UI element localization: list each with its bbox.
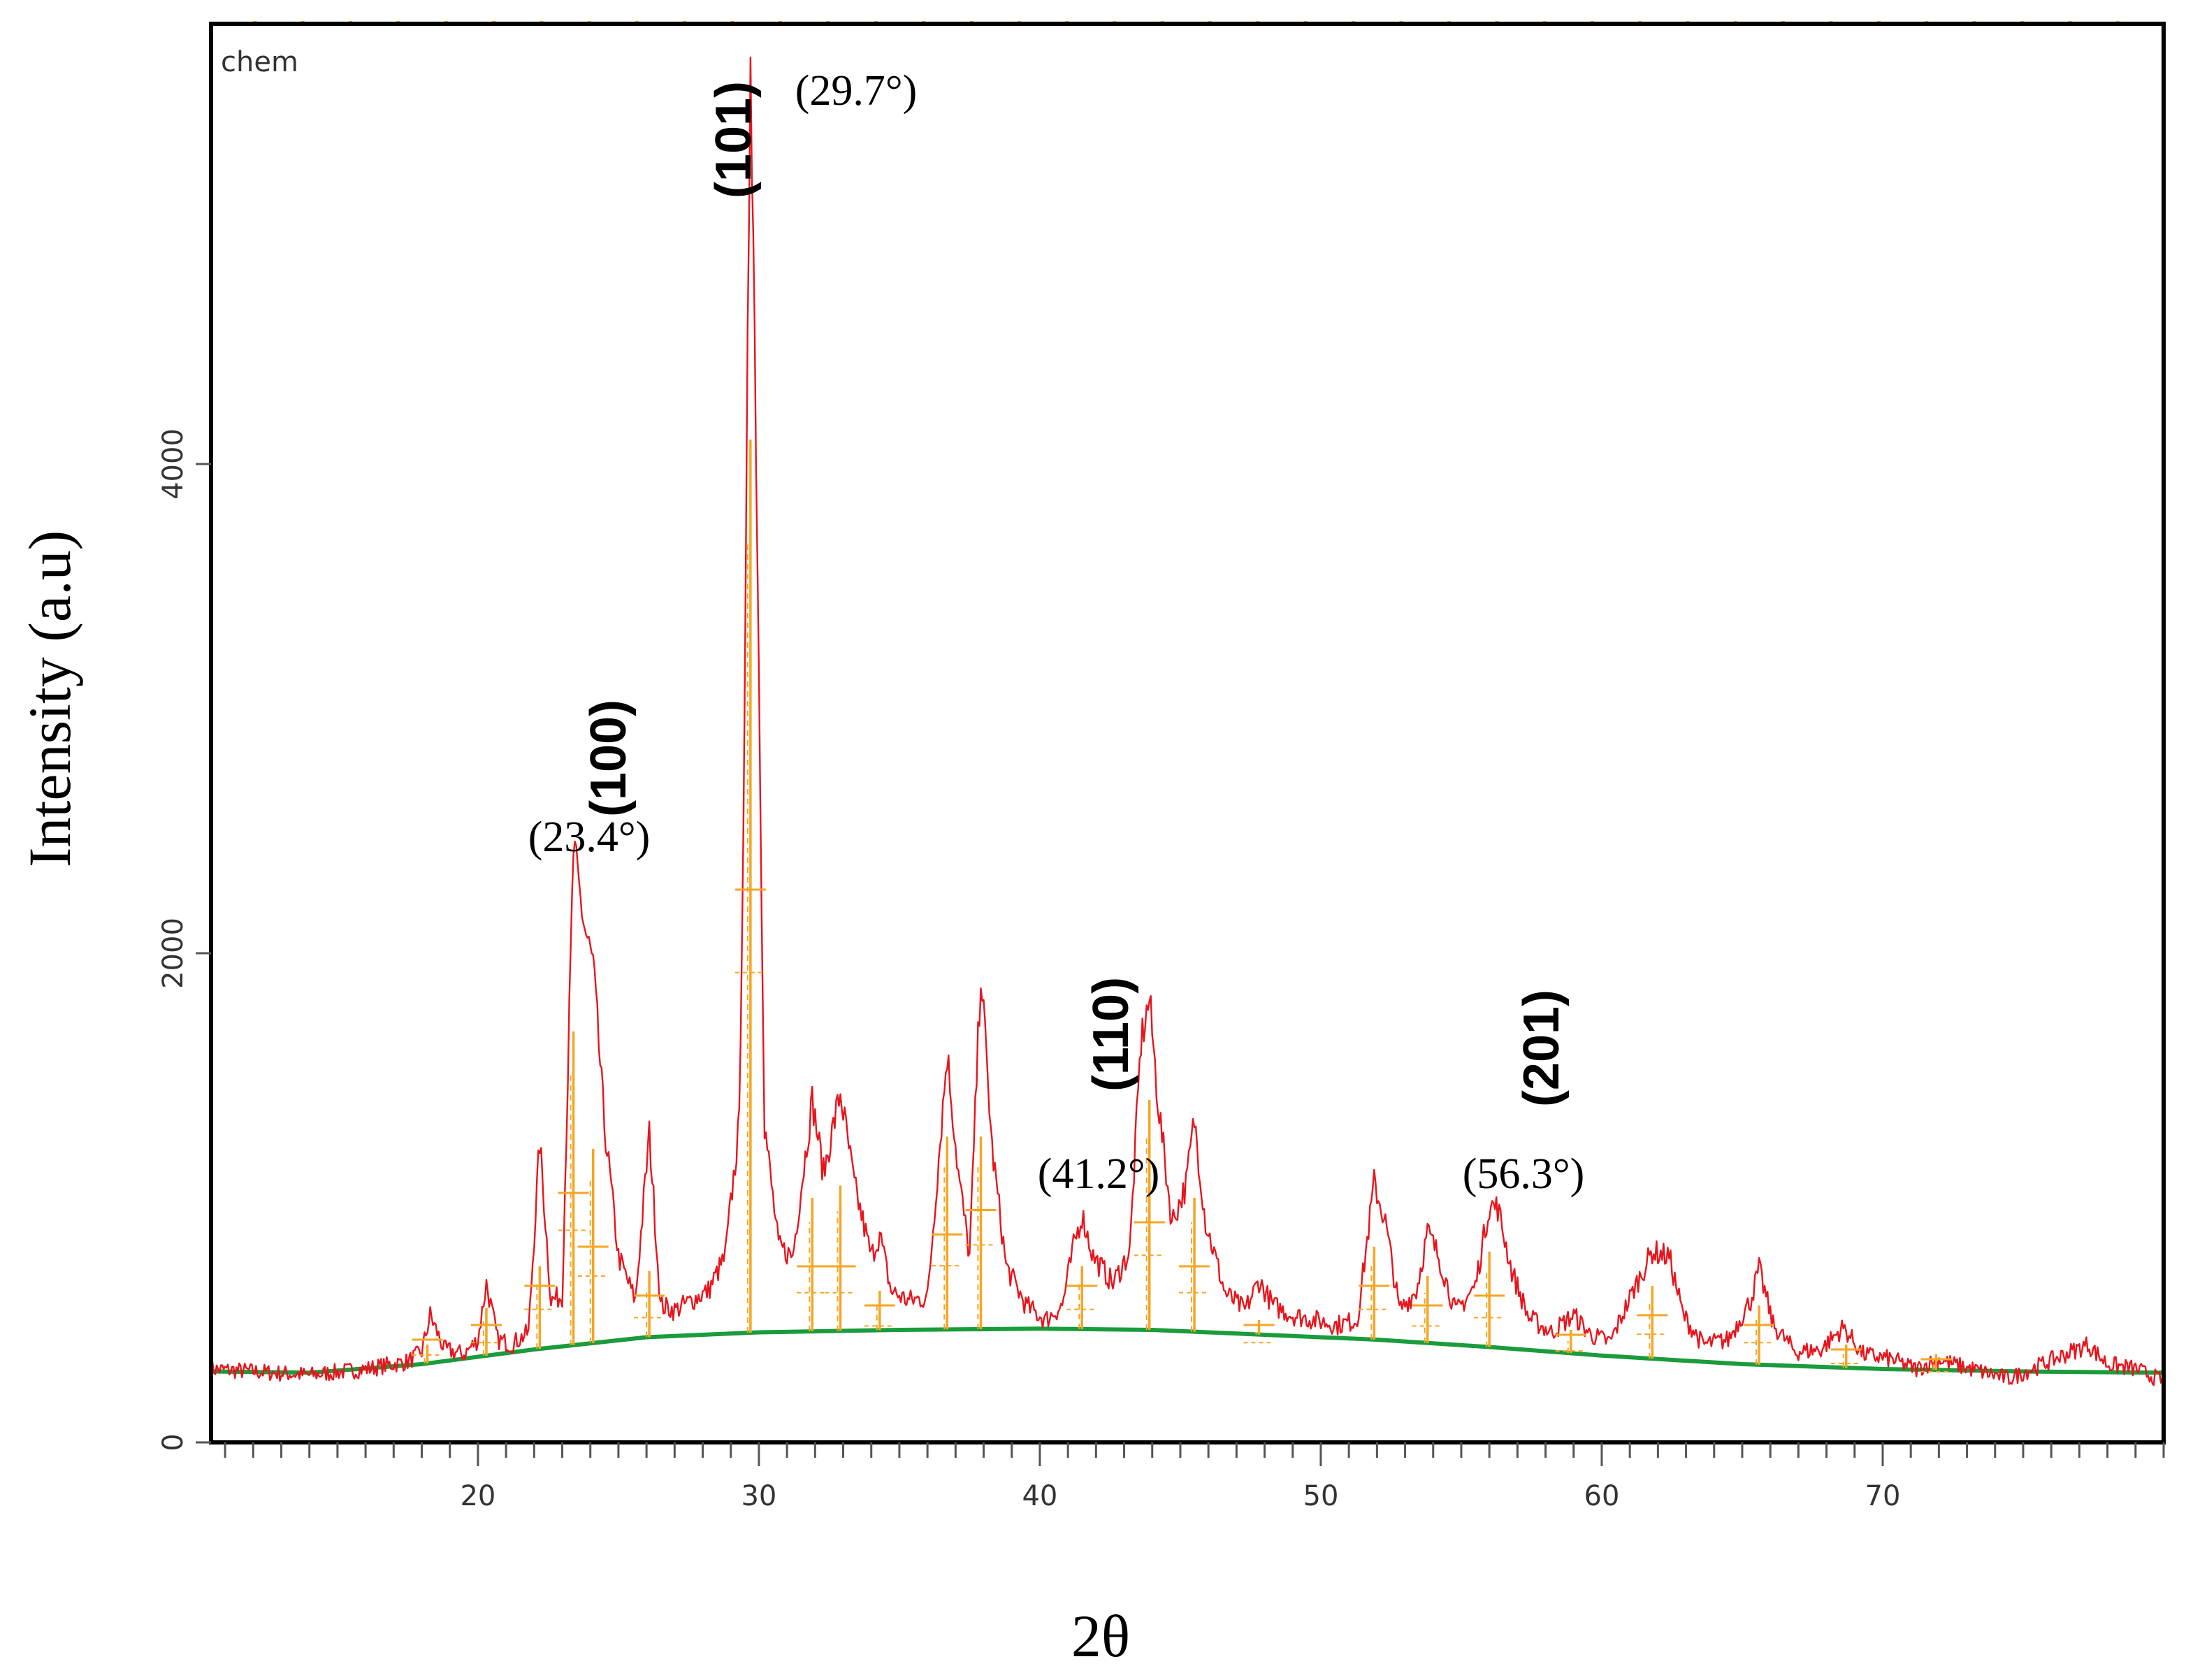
x-tick-label: 30 (741, 1480, 776, 1512)
peak-marker (932, 1136, 963, 1330)
angle-label-100: (23.4°) (528, 813, 651, 861)
y-tick-label: 2000 (157, 918, 189, 989)
x-tick-label: 50 (1303, 1480, 1339, 1512)
measured-pattern-layer (210, 57, 2164, 1386)
peak-marker (1243, 1320, 1275, 1344)
peak-marker (1066, 1266, 1098, 1329)
peak-marker (1412, 1276, 1443, 1343)
peak-marker (1555, 1330, 1586, 1354)
background-fit-line (210, 1326, 2164, 1375)
peak-marker (1134, 1100, 1165, 1330)
plot-area-background (211, 24, 2164, 1442)
y-tick-label: 4000 (157, 428, 189, 500)
hkl-label-110: (110) (1083, 977, 1139, 1092)
peak-marker (825, 1185, 856, 1331)
background-fit-layer (210, 1326, 2164, 1375)
peak-marker-layer (412, 440, 1952, 1373)
angle-label-110: (41.2°) (1038, 1150, 1160, 1198)
hkl-label-100: (100) (581, 700, 637, 817)
peak-marker (524, 1266, 556, 1349)
x-tick-label: 60 (1584, 1480, 1620, 1512)
peak-marker (1359, 1247, 1390, 1340)
peak-marker (1744, 1305, 1775, 1365)
x-tick-label: 20 (460, 1480, 495, 1512)
plot-frame (209, 22, 2166, 1444)
peak-marker (558, 1031, 589, 1345)
peak-marker (734, 440, 766, 1333)
measured-pattern-line (210, 57, 2164, 1386)
peak-marker (577, 1149, 609, 1343)
hkl-label-201: (201) (1514, 990, 1570, 1107)
peak-marker (634, 1271, 665, 1338)
hkl-label-101: (101) (706, 81, 762, 198)
peak-marker (1179, 1198, 1210, 1332)
peak-marker (470, 1308, 502, 1356)
x-tick-label: 70 (1865, 1480, 1901, 1512)
peak-marker (797, 1198, 828, 1332)
peak-marker (965, 1136, 997, 1329)
peak-marker (1637, 1286, 1668, 1359)
angle-label-101: (29.7°) (795, 67, 918, 115)
y-axis: 0 2000 4000 (157, 428, 211, 1451)
peak-marker (412, 1338, 443, 1363)
x-axis: 20 30 40 50 60 70 (224, 1442, 2165, 1512)
peak-marker (864, 1291, 895, 1331)
x-axis-title: 2θ (1071, 1602, 1130, 1670)
peak-marker (1474, 1252, 1505, 1347)
peak-marker (1830, 1345, 1862, 1368)
x-tick-label: 40 (1022, 1480, 1057, 1512)
panel-label: chem (221, 46, 298, 78)
y-axis-title: Intensity (a.u) (16, 530, 83, 867)
y-tick-label: 0 (157, 1433, 189, 1451)
peak-marker (1920, 1354, 1952, 1373)
angle-label-201: (56.3°) (1463, 1150, 1585, 1198)
